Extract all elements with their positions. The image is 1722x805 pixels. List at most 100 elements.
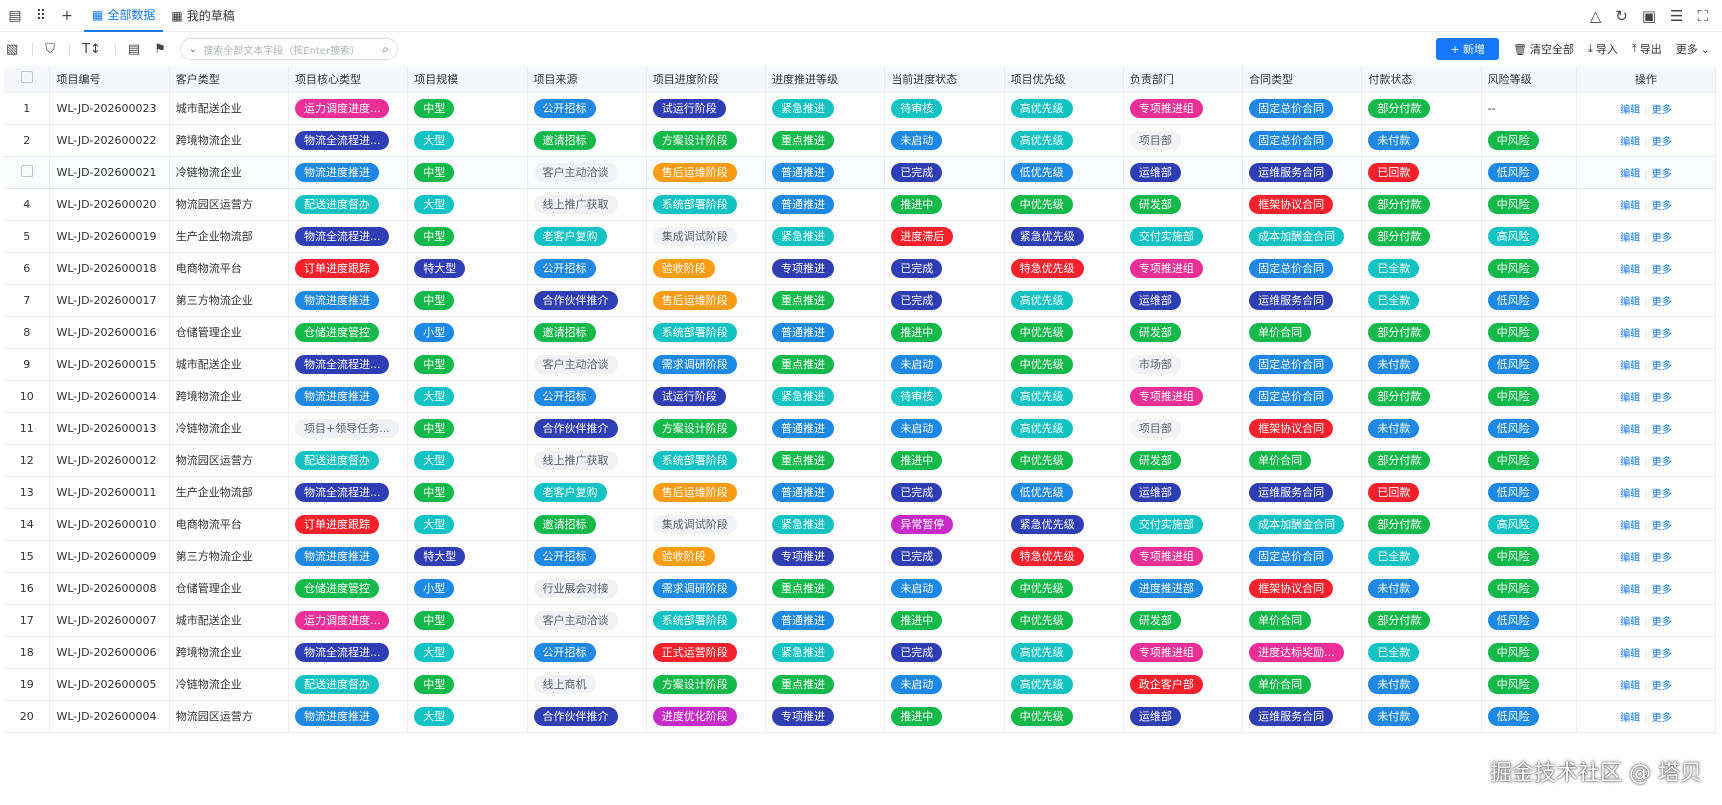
edit-link[interactable]: 编辑: [1620, 648, 1641, 660]
edit-link[interactable]: 编辑: [1620, 136, 1641, 148]
column-header[interactable]: 客户类型: [169, 66, 289, 93]
checkbox[interactable]: [20, 164, 33, 177]
edit-link[interactable]: 编辑: [1620, 232, 1641, 244]
column-header[interactable]: 项目进度阶段: [646, 66, 767, 93]
table-row[interactable]: 8 WL-JD-202600016 仓储管理企业 仓储进度管控 小型 邀请招标 系统部署阶段…: [4, 316, 1717, 349]
table-row[interactable]: 7 WL-JD-202600017 第三方物流企业 物流进度推进 中型 合作伙伴推介 售后运…: [4, 284, 1717, 317]
more-link[interactable]: 更多: [1651, 136, 1672, 148]
more-link[interactable]: 更多: [1651, 168, 1672, 180]
edit-link[interactable]: 编辑: [1620, 264, 1641, 276]
column-header[interactable]: 项目核心类型: [288, 66, 409, 93]
clear-all-button[interactable]: 🗑 清空全部: [1513, 41, 1574, 57]
edit-link[interactable]: 编辑: [1620, 456, 1641, 468]
checkbox[interactable]: [20, 71, 33, 84]
table-row[interactable]: 15 WL-JD-202600009 第三方物流企业 物流进度推进 特大型 公开招标 验收阶…: [4, 540, 1717, 573]
column-header[interactable]: 项目规模: [407, 66, 528, 93]
edit-link[interactable]: 编辑: [1620, 424, 1641, 436]
table-row[interactable]: 1 WL-JD-202600023 城市配送企业 运力调度进度... 中型 公开招标 试运行…: [4, 92, 1717, 125]
table-row[interactable]: 20 WL-JD-202600004 物流园区运营方 物流进度推进 大型 合作伙伴推介 进度…: [4, 700, 1717, 733]
table-row[interactable]: 2 WL-JD-202600022 跨境物流企业 物流全流程进... 大型 邀请招标 方案设…: [4, 124, 1717, 157]
table-row[interactable]: 19 WL-JD-202600005 冷链物流企业 配送进度督办 中型 线上商机 方案设计阶…: [4, 668, 1717, 701]
table-row[interactable]: 18 WL-JD-202600006 跨境物流企业 物流全流程进... 大型 公开招标 正式…: [4, 636, 1717, 669]
edit-link[interactable]: 编辑: [1620, 360, 1641, 372]
column-header[interactable]: 风险等级: [1481, 66, 1577, 93]
edit-link[interactable]: 编辑: [1620, 680, 1641, 692]
filter-icon[interactable]: ⛉: [45, 41, 56, 57]
fullscreen-icon[interactable]: ⛶: [1697, 6, 1708, 25]
table-row[interactable]: 10 WL-JD-202600014 跨境物流企业 物流进度推进 大型 公开招标 试运行阶段…: [4, 380, 1717, 413]
edit-link[interactable]: 编辑: [1620, 552, 1641, 564]
add-button[interactable]: + 新增: [1436, 38, 1500, 60]
table-row[interactable]: 5 WL-JD-202600019 生产企业物流部 物流全流程进... 中型 老客户复购 集…: [4, 220, 1717, 253]
flag-icon[interactable]: ⚑: [154, 41, 166, 57]
tab-all-data[interactable]: ▦ 全部数据: [84, 0, 164, 32]
edit-link[interactable]: 编辑: [1620, 392, 1641, 404]
column-header[interactable]: 项目优先级: [1004, 66, 1124, 93]
more-link[interactable]: 更多: [1651, 296, 1672, 308]
edit-link[interactable]: 编辑: [1620, 200, 1641, 212]
document-icon[interactable]: ▣: [1641, 6, 1657, 25]
more-link[interactable]: 更多: [1651, 104, 1672, 116]
edit-link[interactable]: 编辑: [1620, 584, 1641, 596]
more-link[interactable]: 更多: [1651, 520, 1672, 532]
edit-link[interactable]: 编辑: [1620, 104, 1641, 116]
chevron-down-icon[interactable]: ⌄: [188, 43, 198, 55]
more-link[interactable]: 更多: [1651, 648, 1672, 660]
search-box[interactable]: ⌄ 搜索全部文本字段（按Enter搜索） ⌕: [179, 38, 398, 60]
more-link[interactable]: 更多: [1651, 328, 1672, 340]
more-link[interactable]: 更多: [1651, 392, 1672, 404]
edit-link[interactable]: 编辑: [1620, 712, 1641, 724]
edit-link[interactable]: 编辑: [1620, 296, 1641, 308]
table-row[interactable]: WL-JD-202600021 冷链物流企业 物流进度推进 中型 客户主动洽谈 售后运维阶…: [4, 156, 1717, 189]
more-link[interactable]: 更多: [1651, 616, 1672, 628]
column-header[interactable]: 合同类型: [1242, 66, 1363, 93]
export-button[interactable]: ⤒ 导出: [1632, 41, 1662, 57]
more-link[interactable]: 更多: [1651, 360, 1672, 372]
more-link[interactable]: 更多: [1651, 424, 1672, 436]
table-row[interactable]: 9 WL-JD-202600015 城市配送企业 物流全流程进... 中型 客户主动洽谈 需…: [4, 348, 1717, 381]
add-view-icon[interactable]: +: [61, 7, 73, 24]
more-link[interactable]: 更多: [1651, 200, 1672, 212]
column-header[interactable]: 负责部门: [1123, 66, 1244, 93]
text-size-icon[interactable]: T↕: [82, 41, 101, 57]
refresh-icon[interactable]: ↻: [1615, 6, 1628, 25]
table-settings-icon[interactable]: ▧: [6, 41, 19, 57]
table-row[interactable]: 12 WL-JD-202600012 物流园区运营方 配送进度督办 大型 线上推广获取 系统…: [4, 444, 1717, 477]
table-row[interactable]: 11 WL-JD-202600013 冷链物流企业 项目+领导任务... 中型 合作伙伴推…: [4, 412, 1717, 445]
more-link[interactable]: 更多: [1651, 552, 1672, 564]
import-button[interactable]: ⤓ 导入: [1588, 41, 1618, 57]
table-row[interactable]: 6 WL-JD-202600018 电商物流平台 订单进度跟踪 特大型 公开招标 验收阶段 专…: [4, 252, 1717, 285]
edit-link[interactable]: 编辑: [1620, 168, 1641, 180]
more-link[interactable]: 更多: [1651, 680, 1672, 692]
table-row[interactable]: 16 WL-JD-202600008 仓储管理企业 仓储进度管控 小型 行业展会对接 需求调…: [4, 572, 1717, 605]
column-header[interactable]: 进度推进等级: [765, 66, 886, 93]
column-header[interactable]: 项目来源: [527, 66, 647, 93]
tab-my-drafts[interactable]: ▦ 我的草稿: [163, 0, 242, 32]
more-link[interactable]: 更多: [1651, 488, 1672, 500]
more-link[interactable]: 更多: [1651, 456, 1672, 468]
search-icon[interactable]: ⌕: [382, 41, 389, 56]
edit-link[interactable]: 编辑: [1620, 616, 1641, 628]
column-header[interactable]: 操作: [1576, 66, 1717, 93]
more-link[interactable]: 更多: [1651, 264, 1672, 276]
column-header[interactable]: 付款状态: [1361, 66, 1482, 93]
calendar-icon[interactable]: ▤: [127, 41, 141, 57]
table-row[interactable]: 13 WL-JD-202600011 生产企业物流部 物流全流程进... 中型 老客户复购…: [4, 476, 1717, 509]
table-row[interactable]: 4 WL-JD-202600020 物流园区运营方 配送进度督办 大型 线上推广获取 系统部…: [4, 188, 1717, 221]
table-row[interactable]: 17 WL-JD-202600007 城市配送企业 运力调度进度... 中型 客户主动洽谈…: [4, 604, 1717, 637]
filter-list-icon[interactable]: ☰: [1670, 6, 1684, 25]
table-row[interactable]: 14 WL-JD-202600010 电商物流平台 订单进度跟踪 大型 邀请招标 集成调试阶…: [4, 508, 1717, 541]
more-link[interactable]: 更多: [1651, 712, 1672, 724]
column-header[interactable]: 项目编号: [49, 66, 170, 93]
header-checkbox[interactable]: [4, 66, 51, 93]
more-link[interactable]: 更多: [1651, 232, 1672, 244]
edit-link[interactable]: 编辑: [1620, 488, 1641, 500]
more-button[interactable]: 更多 ⌄: [1676, 41, 1710, 57]
edit-link[interactable]: 编辑: [1620, 328, 1641, 340]
shapes-icon[interactable]: △: [1589, 6, 1602, 25]
column-header[interactable]: 当前进度状态: [884, 66, 1005, 93]
edit-link[interactable]: 编辑: [1620, 520, 1641, 532]
app-menu-icon[interactable]: ▤: [8, 7, 22, 24]
drag-handle-icon[interactable]: ⠿: [35, 7, 47, 24]
more-link[interactable]: 更多: [1651, 584, 1672, 596]
